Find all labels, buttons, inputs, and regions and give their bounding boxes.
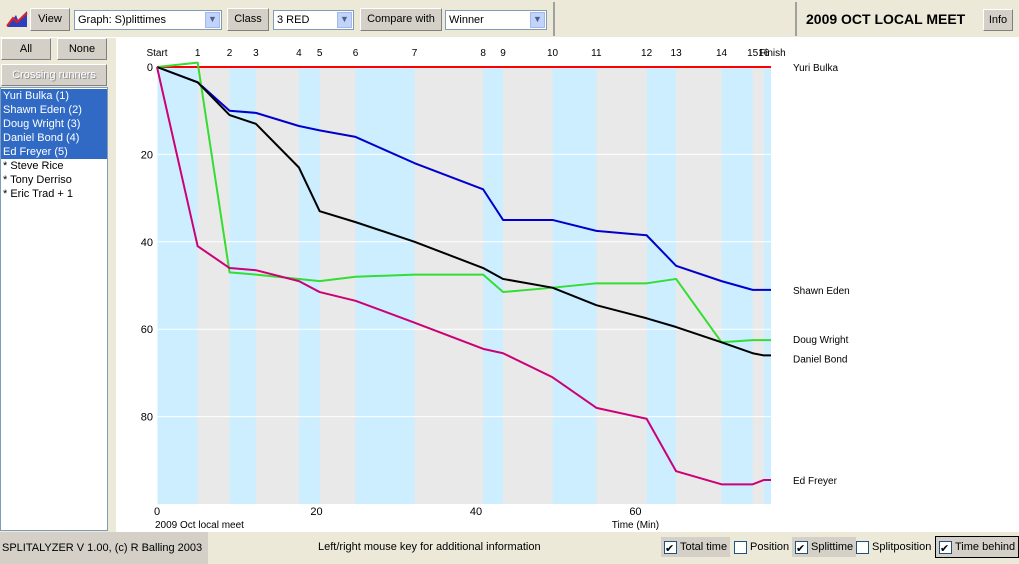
control-label: 15 (747, 48, 759, 59)
checkbox-icon[interactable] (856, 540, 869, 554)
control-label: Finish (759, 48, 786, 59)
series-line (156, 66, 771, 291)
chart-panel[interactable]: 0 20 40 60 80 0 20 40 60 2009 Oct local meet Time … (116, 38, 1019, 532)
checkbox-icon[interactable] (939, 539, 952, 559)
control-label: 3 (253, 48, 259, 59)
series-line (156, 66, 771, 357)
series-end-label: Ed Freyer (793, 476, 838, 487)
control-label: 7 (412, 48, 418, 59)
x-tick-label: 60 (629, 506, 641, 518)
splitposition-label: Splitposition (872, 541, 932, 553)
checkbox-icon[interactable] (795, 539, 808, 559)
series-end-label: Doug Wright (793, 335, 849, 346)
graph-select-value: Graph: S)plittimes (78, 14, 167, 26)
control-label: 4 (296, 48, 302, 59)
control-label: 2 (227, 48, 233, 59)
control-label: 14 (716, 48, 728, 59)
runner-list-item[interactable]: Doug Wright (3) (1, 117, 107, 131)
runner-list-item[interactable]: * Tony Derriso (3, 174, 72, 186)
info-button[interactable]: Info (983, 9, 1013, 31)
select-all-button[interactable]: All (1, 38, 51, 60)
runner-list-item[interactable]: * Eric Trad + 1 (3, 188, 74, 200)
runner-list-item[interactable]: Daniel Bond (4) (1, 131, 107, 145)
x-axis-label: Time (Min) (612, 520, 659, 531)
checkbox-icon[interactable] (664, 539, 677, 559)
control-label: 11 (591, 48, 602, 59)
runner-list[interactable]: Yuri Bulka (1) Shawn Eden (2) Doug Wrigh… (0, 87, 108, 531)
runner-list-item[interactable]: Shawn Eden (2) (1, 103, 107, 117)
y-tick-label: 40 (141, 237, 153, 249)
class-select[interactable]: 3 RED ▼ (273, 10, 354, 30)
leg-band (483, 67, 504, 504)
control-label: 13 (671, 48, 683, 59)
control-label: 6 (353, 48, 359, 59)
series-line (156, 61, 771, 344)
control-label: Start (146, 48, 167, 59)
compare-select-value: Winner (449, 14, 484, 26)
control-label: 8 (480, 48, 486, 59)
y-tick-label: 20 (141, 149, 153, 161)
hint-text: Left/right mouse key for additional info… (318, 541, 541, 553)
series-end-label: Daniel Bond (793, 354, 847, 365)
x-tick-label: 20 (310, 506, 322, 518)
control-label: 1 (195, 48, 201, 59)
leg-band (763, 67, 771, 504)
control-label: 10 (547, 48, 559, 59)
class-label: Class (227, 8, 269, 31)
control-label: 12 (641, 48, 653, 59)
position-checkbox[interactable]: Position (734, 537, 789, 557)
version-label: SPLITALYZER V 1.00, (c) R Balling 2003 (0, 532, 208, 564)
compare-with-label: Compare with (360, 8, 442, 31)
event-label: 2009 Oct local meet (155, 520, 244, 531)
splittime-checkbox[interactable]: Splittime (792, 537, 857, 559)
graph-select[interactable]: Graph: S)plittimes ▼ (74, 10, 222, 30)
series-end-label: Shawn Eden (793, 286, 850, 297)
event-title: 2009 OCT LOCAL MEET (806, 11, 966, 27)
toolbar-divider (795, 2, 797, 36)
control-label: 5 (317, 48, 323, 59)
y-tick-label: 60 (141, 324, 153, 336)
crossing-runners-button[interactable]: Crossing runners (1, 64, 107, 86)
x-tick-label: 0 (154, 506, 160, 518)
control-label: 16 (758, 48, 770, 59)
total-time-label: Total time (680, 541, 728, 553)
checkbox-icon[interactable] (734, 540, 747, 554)
app-logo-icon (6, 10, 28, 28)
view-button[interactable]: View (30, 8, 70, 31)
chevron-down-icon[interactable]: ▼ (530, 12, 545, 28)
class-select-value: 3 RED (277, 14, 310, 26)
series-end-label: Yuri Bulka (793, 63, 838, 74)
x-tick-label: 40 (470, 506, 482, 518)
split-graph[interactable]: 0 20 40 60 80 0 20 40 60 2009 Oct local meet Time … (116, 38, 1019, 532)
time-behind-label: Time behind (955, 541, 1016, 553)
position-label: Position (750, 541, 790, 553)
splittime-label: Splittime (811, 541, 854, 553)
leg-band (355, 67, 415, 504)
runner-list-item[interactable]: Ed Freyer (5) (1, 145, 107, 159)
select-none-button[interactable]: None (57, 38, 107, 60)
series-line (156, 66, 771, 486)
total-time-checkbox[interactable]: Total time (661, 537, 731, 559)
chevron-down-icon[interactable]: ▼ (337, 12, 352, 28)
toolbar-divider (553, 2, 555, 36)
time-behind-checkbox[interactable]: Time behind (934, 536, 1019, 559)
control-label: 9 (500, 48, 506, 59)
leg-band (157, 67, 198, 504)
leg-band (646, 67, 677, 504)
splitposition-checkbox[interactable]: Splitposition (856, 537, 931, 557)
y-tick-label: 0 (147, 62, 153, 74)
leg-band (229, 67, 256, 504)
runner-list-item[interactable]: * Steve Rice (3, 160, 64, 172)
y-tick-label: 80 (141, 412, 153, 424)
compare-select[interactable]: Winner ▼ (445, 10, 547, 30)
chevron-down-icon[interactable]: ▼ (205, 12, 220, 28)
runner-list-item[interactable]: Yuri Bulka (1) (1, 89, 107, 103)
